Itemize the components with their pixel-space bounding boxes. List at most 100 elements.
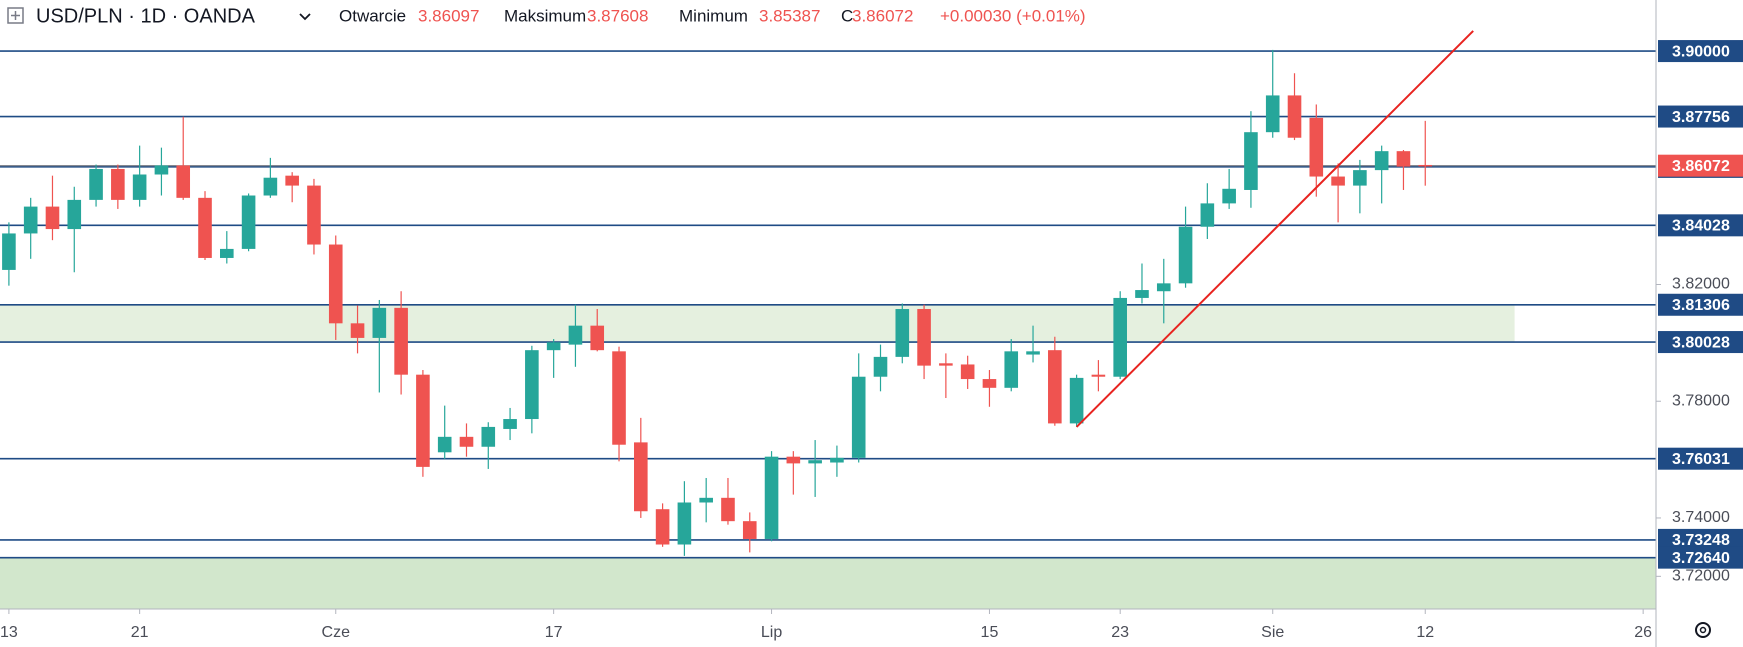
level-label: 3.80028	[1672, 334, 1730, 351]
level-label-box	[1658, 214, 1743, 237]
level-label: 3.81306	[1672, 297, 1730, 314]
x-tick-label: 26	[1634, 624, 1652, 641]
dropdown-chevron[interactable]	[299, 13, 311, 21]
candle-body	[437, 436, 452, 453]
candle-body	[742, 521, 757, 539]
candle-body	[416, 374, 430, 467]
candle-body	[394, 307, 408, 375]
candle-body	[895, 309, 910, 357]
x-tick-label: 23	[1111, 624, 1129, 641]
y-tick-label: 3.72000	[1672, 568, 1730, 585]
candle-body	[111, 168, 125, 200]
open-value: 3.86097	[418, 6, 479, 25]
price-label-box	[1658, 154, 1743, 177]
level-label: 3.73248	[1672, 532, 1730, 549]
candle-body	[1353, 170, 1367, 186]
settings-icon[interactable]	[1695, 622, 1711, 638]
level-label-box	[1658, 331, 1743, 354]
candle-body	[328, 244, 343, 324]
candle-body	[307, 185, 321, 245]
candle-body	[917, 309, 931, 366]
candle-body	[1069, 377, 1084, 424]
plot-area	[0, 30, 1656, 609]
x-tick-label: 15	[981, 624, 999, 641]
candle-body	[1178, 226, 1193, 284]
candle-body	[481, 426, 496, 447]
candle-body	[89, 168, 103, 200]
y-tick-label: 3.92000	[1672, 0, 1730, 1]
close-value: 3.86072	[852, 6, 913, 25]
level-label: 3.90000	[1672, 43, 1730, 60]
zone	[0, 557, 1656, 609]
level-label: 3.76031	[1672, 451, 1730, 468]
add-icon[interactable]	[7, 7, 24, 24]
y-tick-label: 3.74000	[1672, 509, 1730, 526]
level-label-box	[1658, 40, 1743, 63]
candle-body	[503, 419, 517, 429]
candle-body	[1200, 203, 1215, 227]
candle-body	[525, 350, 539, 420]
x-tick-label: 17	[545, 624, 563, 641]
candle-body	[1113, 297, 1127, 377]
candle-body	[1048, 350, 1062, 424]
symbol[interactable]: USD/PLN · 1D · OANDA	[36, 5, 256, 27]
candle-body	[830, 457, 844, 463]
candle-body	[1265, 95, 1280, 133]
level-label: 3.72640	[1672, 550, 1730, 567]
candle-body	[1331, 176, 1345, 186]
candle-body	[1418, 164, 1433, 167]
x-tick-label: Lip	[761, 624, 782, 641]
candle-body	[699, 497, 713, 503]
candle-body	[45, 206, 60, 230]
candle-body	[546, 342, 561, 351]
candle-body	[1374, 151, 1389, 171]
candle-body	[1091, 374, 1106, 377]
candle-body	[873, 356, 888, 377]
candle-body	[1222, 188, 1236, 204]
candle-body	[198, 197, 212, 258]
candle-body	[982, 379, 997, 388]
settings-icon[interactable]	[1695, 622, 1711, 638]
high-value: 3.87608	[587, 6, 648, 25]
candle-body	[1309, 117, 1324, 177]
trend-line	[1075, 30, 1474, 428]
candle-body	[372, 307, 387, 338]
candle-body	[786, 456, 801, 464]
header: USD/PLN · 1D · OANDA Otwarcie 3.86097 Ma…	[7, 5, 1086, 27]
candle-body	[241, 195, 256, 249]
settings-icon	[1699, 626, 1707, 634]
candle-body	[132, 174, 147, 200]
x-tick-label: 12	[1416, 624, 1434, 641]
candle-body	[677, 502, 692, 545]
candle-body	[939, 363, 953, 366]
candle-body	[568, 325, 583, 345]
candle-body	[2, 233, 16, 270]
candle-body	[285, 175, 299, 186]
candle-body	[176, 165, 191, 198]
level-label: 3.84028	[1672, 218, 1730, 235]
candle-body	[634, 442, 648, 512]
low-label: Minimum	[679, 6, 748, 25]
zone	[0, 304, 1515, 343]
level-label-box	[1658, 105, 1743, 128]
candle-body	[1004, 351, 1019, 388]
candle-body	[655, 509, 670, 545]
candle-body	[612, 351, 626, 445]
level-label: 3.87756	[1672, 109, 1730, 126]
time-axis: 13 21 Cze 17 Lip 15 23 Sie 12 26	[0, 609, 1652, 641]
candle-body	[1396, 151, 1411, 167]
candle-body	[590, 325, 605, 351]
candle-body	[23, 206, 38, 234]
candle-body	[808, 460, 822, 464]
candle-body	[721, 497, 735, 522]
x-tick-label: Cze	[322, 624, 351, 641]
x-tick-label: Sie	[1261, 624, 1284, 641]
level-label-box	[1658, 447, 1743, 470]
open-label: Otwarcie	[339, 6, 406, 25]
candle-body	[1026, 351, 1040, 355]
candle-body	[960, 364, 975, 380]
candle-body	[67, 199, 82, 230]
candle-body	[459, 436, 474, 447]
x-tick-label: 13	[0, 624, 18, 641]
candle-body	[1244, 132, 1258, 190]
